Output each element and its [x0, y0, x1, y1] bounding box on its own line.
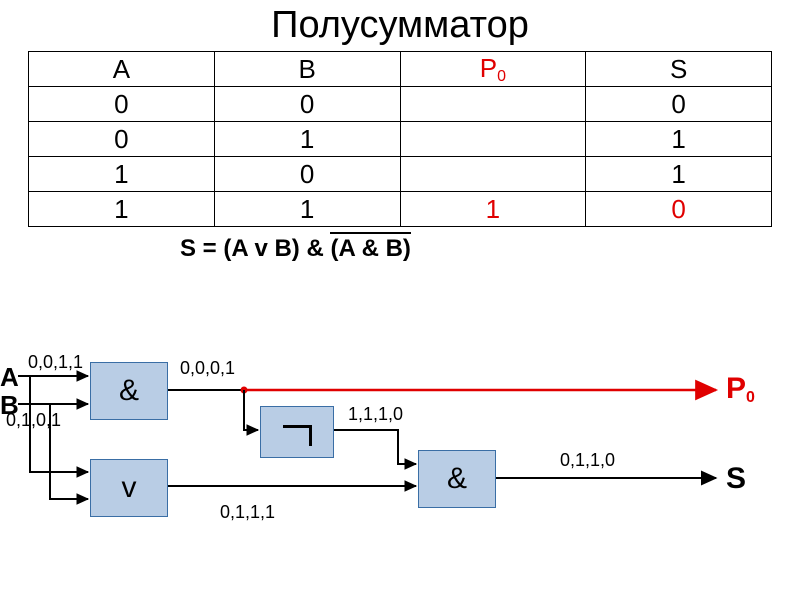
col-header-a: А [29, 52, 215, 87]
bits-not-out: 1,1,1,0 [348, 404, 403, 425]
cell: 1 [29, 192, 215, 227]
formula: S = (A v B) & (A & B) [180, 235, 800, 263]
gate-and-1: & [90, 362, 168, 420]
table-row: 0 0 0 [29, 87, 772, 122]
cell: 1 [400, 192, 586, 227]
cell: 1 [586, 157, 772, 192]
truth-table: А В Р0 S 0 0 0 0 1 1 1 0 1 1 1 1 0 [28, 51, 772, 227]
output-label-s: S [726, 462, 746, 496]
cell: 1 [214, 122, 400, 157]
cell: 0 [586, 192, 772, 227]
bits-and2-out: 0,1,1,0 [560, 450, 615, 471]
cell: 0 [29, 87, 215, 122]
input-label-a: А [0, 362, 19, 393]
gate-and-2: & [418, 450, 496, 508]
cell: 0 [214, 87, 400, 122]
cell [400, 87, 586, 122]
output-label-p0: Р0 [726, 372, 755, 407]
page-title: Полусумматор [0, 4, 800, 47]
bits-and1-out: 0,0,0,1 [180, 358, 235, 379]
cell [400, 157, 586, 192]
circuit-diagram: & v & А В 0,0,1,1 0,1,0,1 0,0,0,1 1,1,1,… [0, 344, 800, 604]
gate-not [260, 406, 334, 458]
table-header-row: А В Р0 S [29, 52, 772, 87]
cell [400, 122, 586, 157]
formula-overbar: (A & B) [330, 232, 410, 262]
table-row: 1 0 1 [29, 157, 772, 192]
cell: 1 [586, 122, 772, 157]
table-row: 1 1 1 0 [29, 192, 772, 227]
cell: 0 [586, 87, 772, 122]
bits-a: 0,0,1,1 [28, 352, 83, 373]
table-row: 0 1 1 [29, 122, 772, 157]
col-header-p0: Р0 [400, 52, 586, 87]
cell: 1 [29, 157, 215, 192]
cell: 0 [214, 157, 400, 192]
truth-table-container: А В Р0 S 0 0 0 0 1 1 1 0 1 1 1 1 0 [28, 51, 772, 227]
formula-prefix: S = (A v B) & [180, 235, 330, 262]
bits-b: 0,1,0,1 [6, 410, 61, 431]
gate-or: v [90, 459, 168, 517]
col-header-b: В [214, 52, 400, 87]
cell: 0 [29, 122, 215, 157]
bits-or-out: 0,1,1,1 [220, 502, 275, 523]
cell: 1 [214, 192, 400, 227]
col-header-s: S [586, 52, 772, 87]
not-icon [283, 425, 312, 446]
